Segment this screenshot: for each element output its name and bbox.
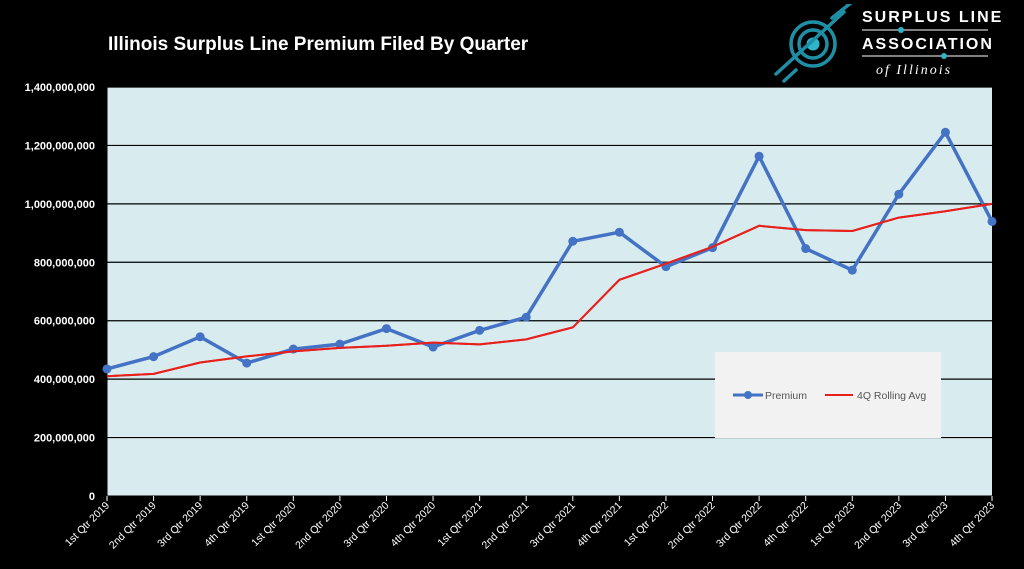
data-point-premium <box>521 312 531 322</box>
x-tick-label: 4th Qtr 2020 <box>388 500 438 550</box>
x-tick-label: 1st Qtr 2020 <box>249 500 298 549</box>
x-tick-label: 4th Qtr 2021 <box>575 500 625 550</box>
logo-emblem-icon <box>774 0 854 83</box>
series-line-premium <box>106 130 994 371</box>
x-tick-label: 1st Qtr 2022 <box>622 500 671 549</box>
series-line-rolling-avg-top <box>106 202 993 378</box>
x-tick-label: 3rd Qtr 2020 <box>341 500 391 550</box>
x-tick-label: 2nd Qtr 2019 <box>107 500 159 552</box>
legend-premium-marker <box>744 391 752 399</box>
x-tick-label: 2nd Qtr 2020 <box>293 500 345 552</box>
data-point-premium <box>987 216 997 226</box>
x-tick-label: 1st Qtr 2023 <box>808 500 857 549</box>
y-tick-label: 400,000,000 <box>34 374 95 386</box>
data-point-premium <box>894 189 904 199</box>
y-tick-label: 0 <box>89 491 95 503</box>
data-point-premium <box>801 244 811 254</box>
data-point-premium <box>940 127 950 137</box>
data-point-premium <box>195 332 205 342</box>
x-tick-label: 3rd Qtr 2021 <box>528 500 578 550</box>
data-point-premium <box>102 364 112 374</box>
x-tick-label: 4th Qtr 2019 <box>202 500 252 550</box>
x-tick-label: 4th Qtr 2023 <box>947 500 997 550</box>
x-tick-label: 1st Qtr 2019 <box>63 500 112 549</box>
legend-premium-label: Premium <box>765 390 807 402</box>
y-tick-label: 800,000,000 <box>34 257 95 269</box>
logo-graphic: SURPLUS LINE ASSOCIATION of Illinois <box>774 0 1003 83</box>
x-tick-label: 2nd Qtr 2023 <box>852 500 904 552</box>
x-tick-label: 4th Qtr 2022 <box>761 500 811 550</box>
data-point-premium <box>149 352 159 362</box>
x-tick-label: 3rd Qtr 2022 <box>714 500 764 550</box>
logo-line2: ASSOCIATION <box>862 36 994 53</box>
data-point-premium <box>754 151 764 161</box>
logo-line3: of Illinois <box>876 63 952 78</box>
association-logo: SURPLUS LINE ASSOCIATION of Illinois <box>770 0 1010 84</box>
data-point-premium <box>475 325 485 335</box>
y-tick-label: 600,000,000 <box>34 316 95 328</box>
data-point-premium <box>847 265 857 275</box>
x-tick-label: 2nd Qtr 2022 <box>666 500 718 552</box>
data-point-premium <box>428 342 438 352</box>
y-tick-label: 1,000,000,000 <box>25 199 95 211</box>
data-point-premium <box>568 236 578 246</box>
y-tick-label: 1,200,000,000 <box>25 140 95 152</box>
chart-title: Illinois Surplus Line Premium Filed By Q… <box>108 34 529 55</box>
x-tick-label: 1st Qtr 2021 <box>435 500 484 549</box>
data-point-premium <box>614 227 624 237</box>
x-tick-label: 2nd Qtr 2021 <box>480 500 532 552</box>
y-tick-label: 1,400,000,000 <box>25 82 95 94</box>
data-point-premium <box>335 339 345 349</box>
data-point-premium <box>381 324 391 334</box>
x-tick-label: 3rd Qtr 2023 <box>900 500 950 550</box>
logo-line1: SURPLUS LINE <box>862 9 1003 26</box>
legend-rolling-avg-label: 4Q Rolling Avg <box>857 390 926 402</box>
x-tick-label: 3rd Qtr 2019 <box>155 500 205 550</box>
y-tick-label: 200,000,000 <box>34 433 95 445</box>
data-point-premium <box>242 358 252 368</box>
